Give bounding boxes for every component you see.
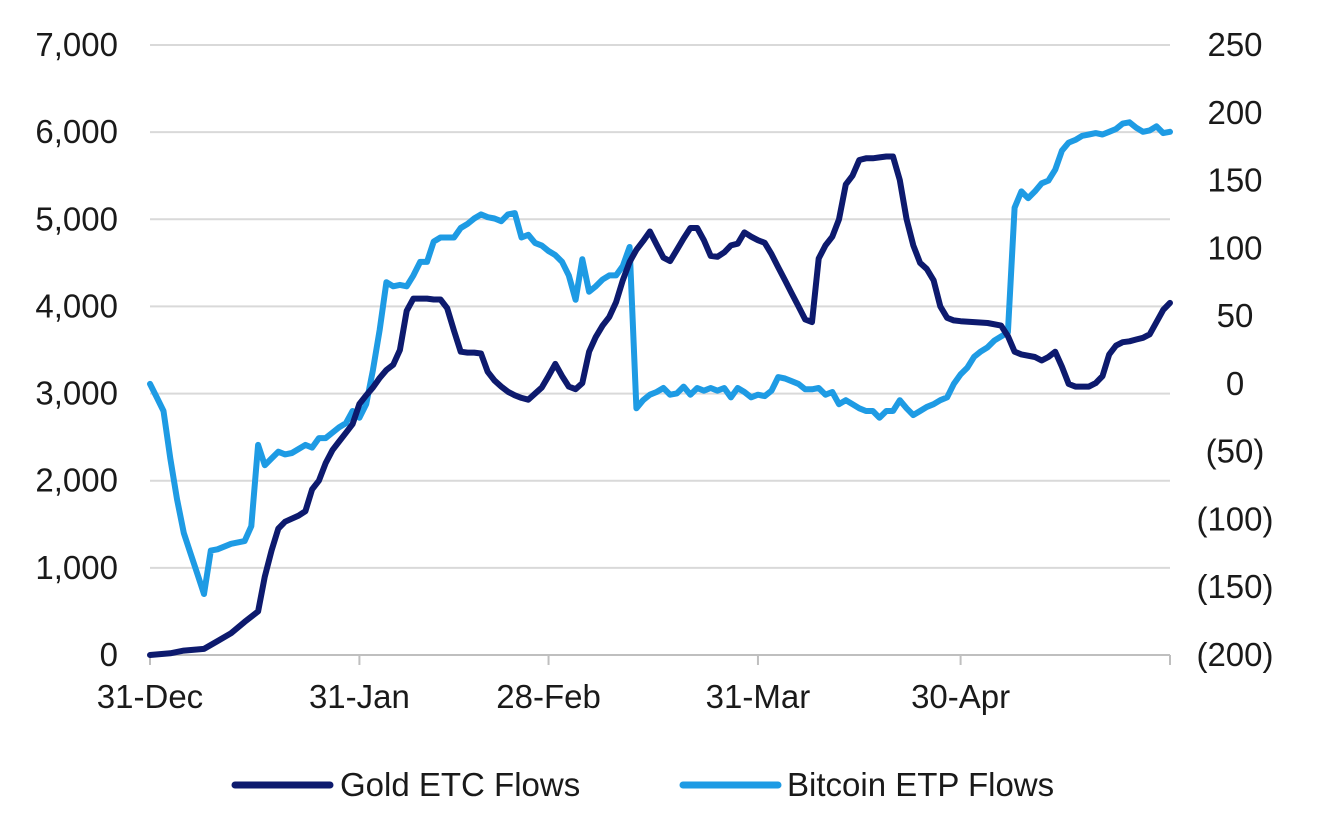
right-axis-tick-label: 150 [1207, 162, 1262, 199]
right-axis-tick-label: 200 [1207, 94, 1262, 131]
x-axis-tick-labels: 31-Dec 31-Jan 28-Feb 31-Mar 30-Apr [97, 678, 1010, 715]
left-axis-tick-label: 6,000 [35, 113, 118, 150]
axes [149, 654, 1171, 665]
legend-label: Gold ETC Flows [340, 766, 580, 803]
right-axis-tick-label: (150) [1196, 568, 1273, 605]
right-axis-tick-label: 0 [1226, 365, 1244, 402]
left-axis-tick-label: 0 [100, 636, 118, 673]
right-axis-tick-label: (50) [1206, 433, 1265, 470]
series-line-gold-etc-flows [147, 153, 1173, 658]
left-axis-tick-label: 4,000 [35, 287, 118, 324]
series-line-bitcoin-etp-flows [147, 119, 1173, 597]
series-lines [147, 119, 1173, 658]
left-axis-tick-labels: 0 1,000 2,000 3,000 4,000 5,000 6,000 7,000 [35, 26, 118, 673]
x-axis-tick-label: 31-Dec [97, 678, 203, 715]
right-axis-tick-label: (200) [1196, 636, 1273, 673]
x-axis-tick-label: 28-Feb [496, 678, 601, 715]
right-axis-tick-label: 250 [1207, 26, 1262, 63]
right-axis-tick-labels: (200) (150) (100) (50) 0 50 100 150 200 250 [1196, 26, 1273, 673]
x-axis-tick-label: 30-Apr [911, 678, 1010, 715]
left-axis-tick-label: 5,000 [35, 200, 118, 237]
gridlines [150, 44, 1170, 569]
right-axis-tick-label: 100 [1207, 229, 1262, 266]
left-axis-tick-label: 3,000 [35, 375, 118, 412]
legend-label: Bitcoin ETP Flows [787, 766, 1054, 803]
x-axis-tick-label: 31-Jan [309, 678, 410, 715]
left-axis-tick-label: 2,000 [35, 462, 118, 499]
legend: Gold ETC Flows Bitcoin ETP Flows [231, 766, 1054, 803]
x-axis-tick-label: 31-Mar [706, 678, 811, 715]
left-axis-tick-label: 1,000 [35, 549, 118, 586]
right-axis-tick-label: 50 [1217, 297, 1254, 334]
right-axis-tick-label: (100) [1196, 500, 1273, 537]
left-axis-tick-label: 7,000 [35, 26, 118, 63]
